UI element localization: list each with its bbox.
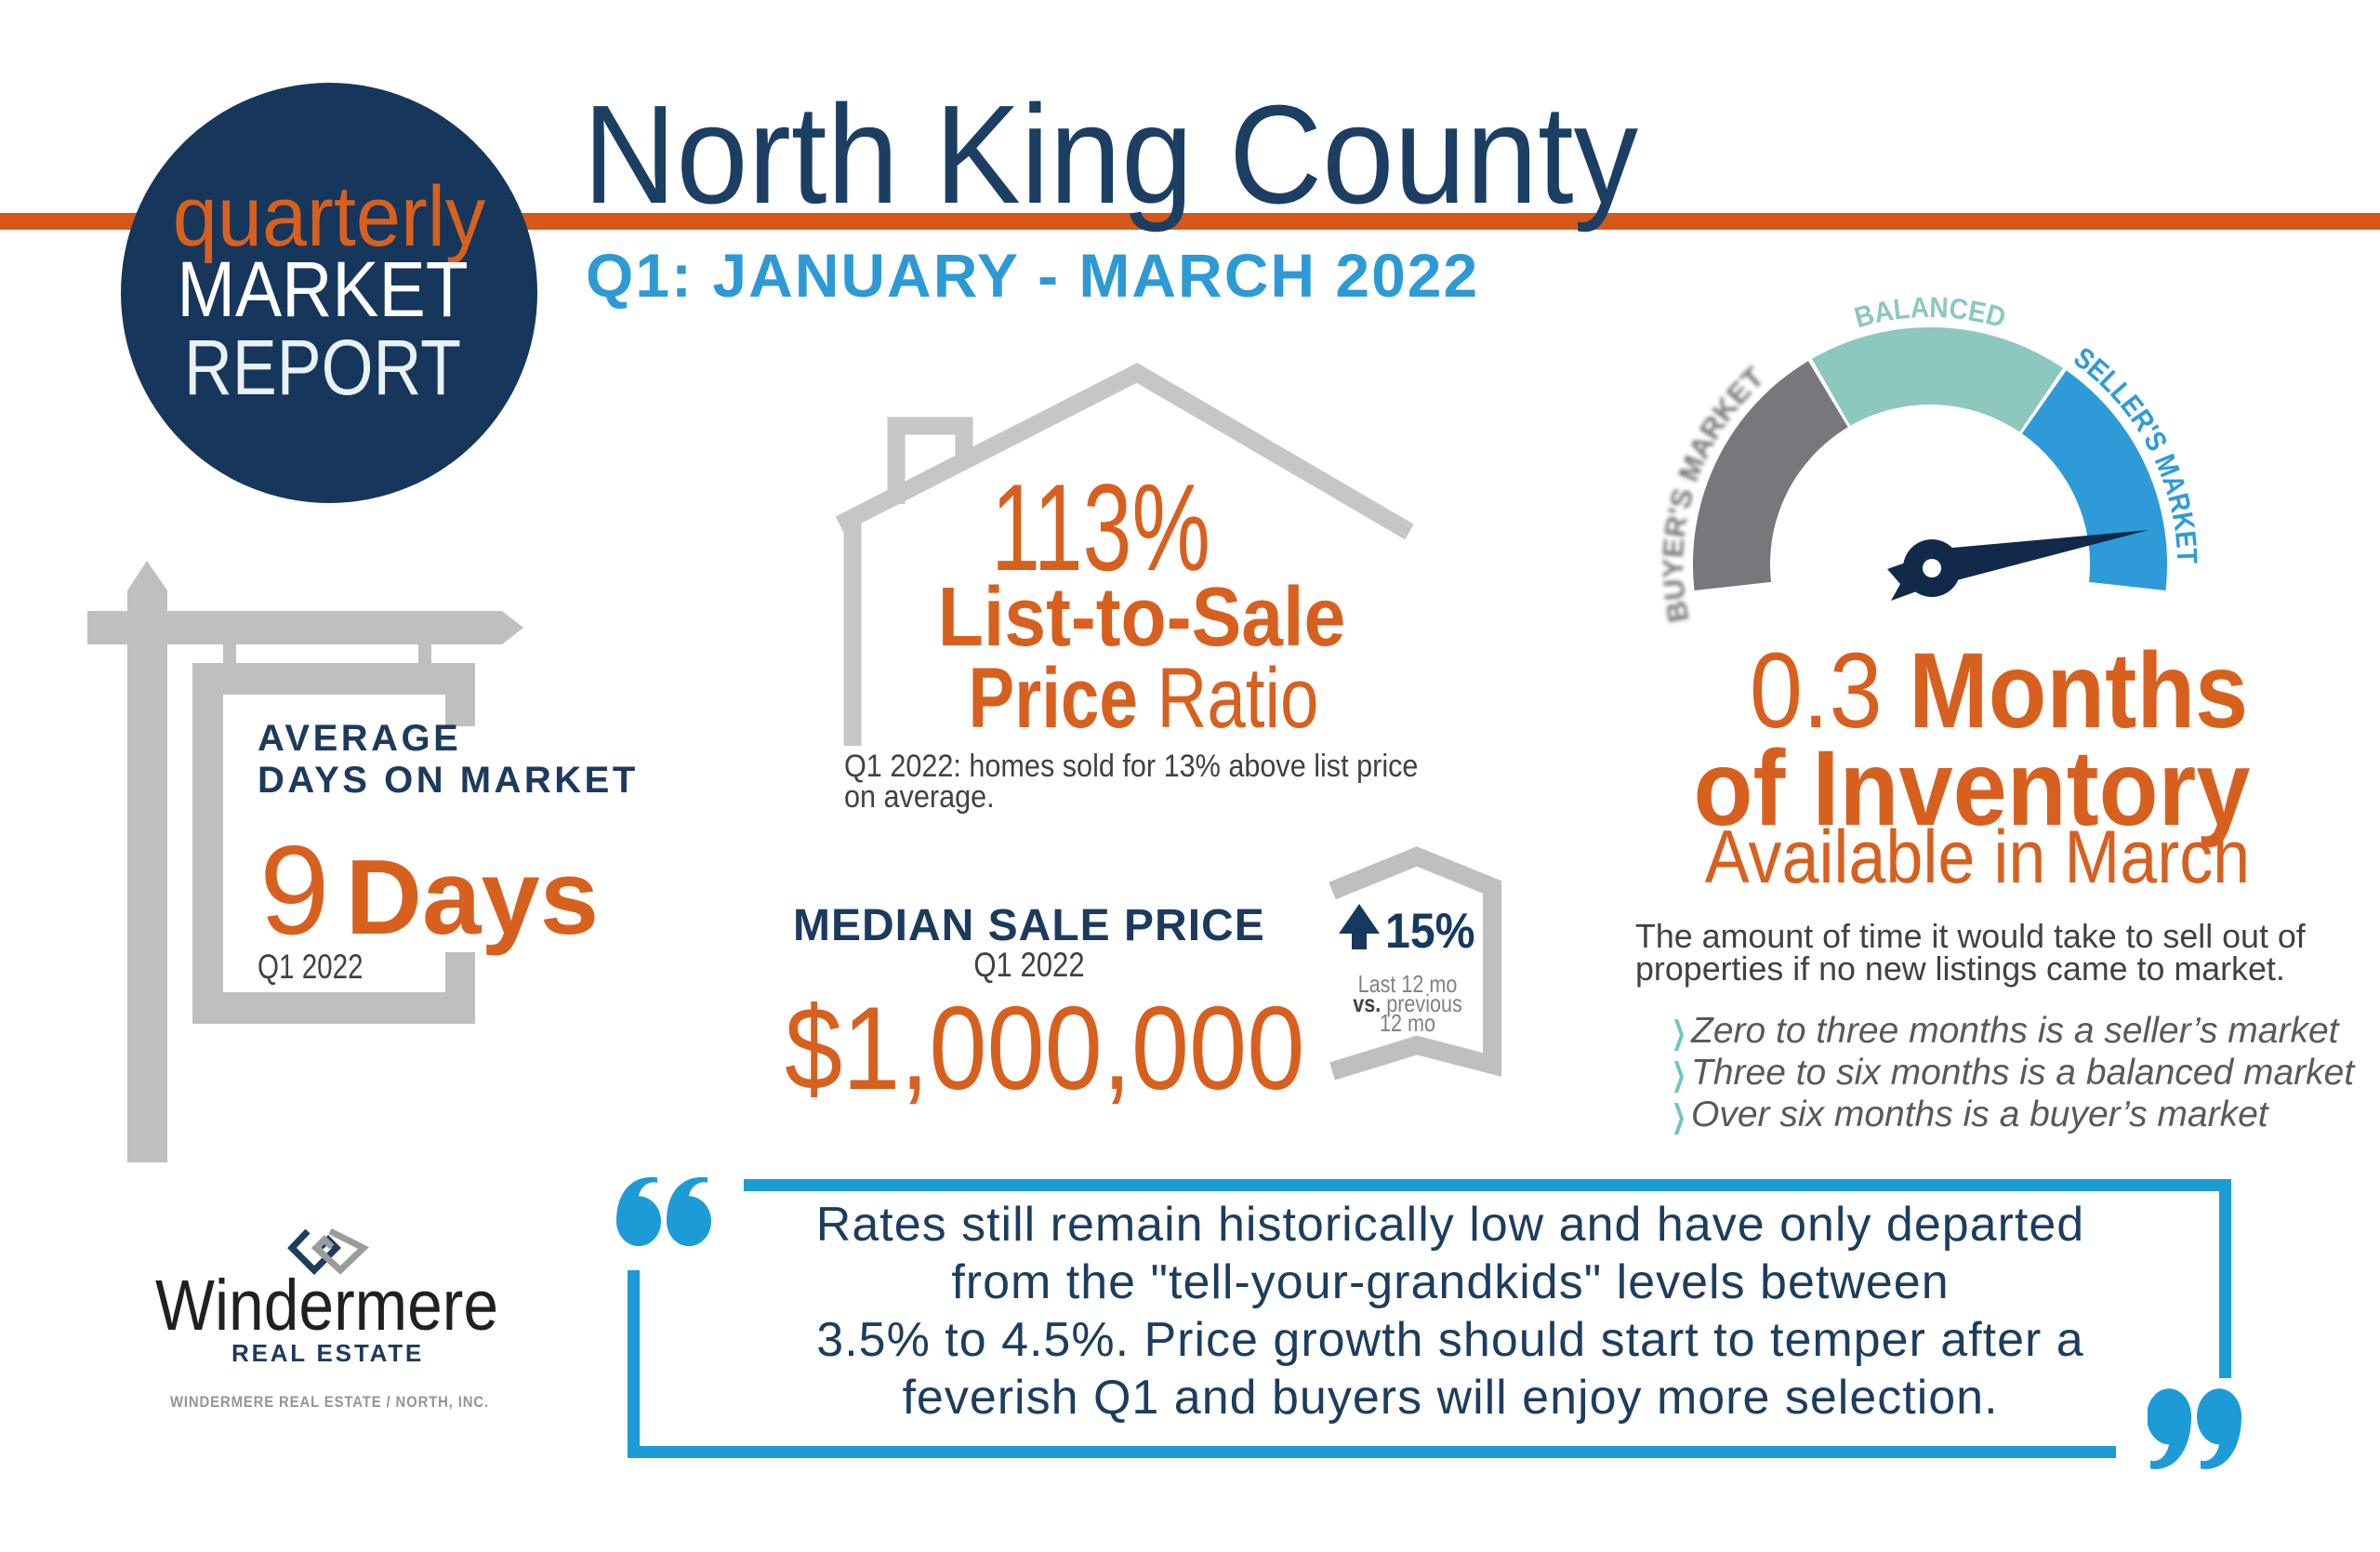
svg-text:BUYER'S MARKET: BUYER'S MARKET — [1657, 361, 1770, 626]
svg-text:BALANCED SELLER'S MARKET: BALANCED SELLER'S MARKET — [1851, 291, 2203, 651]
